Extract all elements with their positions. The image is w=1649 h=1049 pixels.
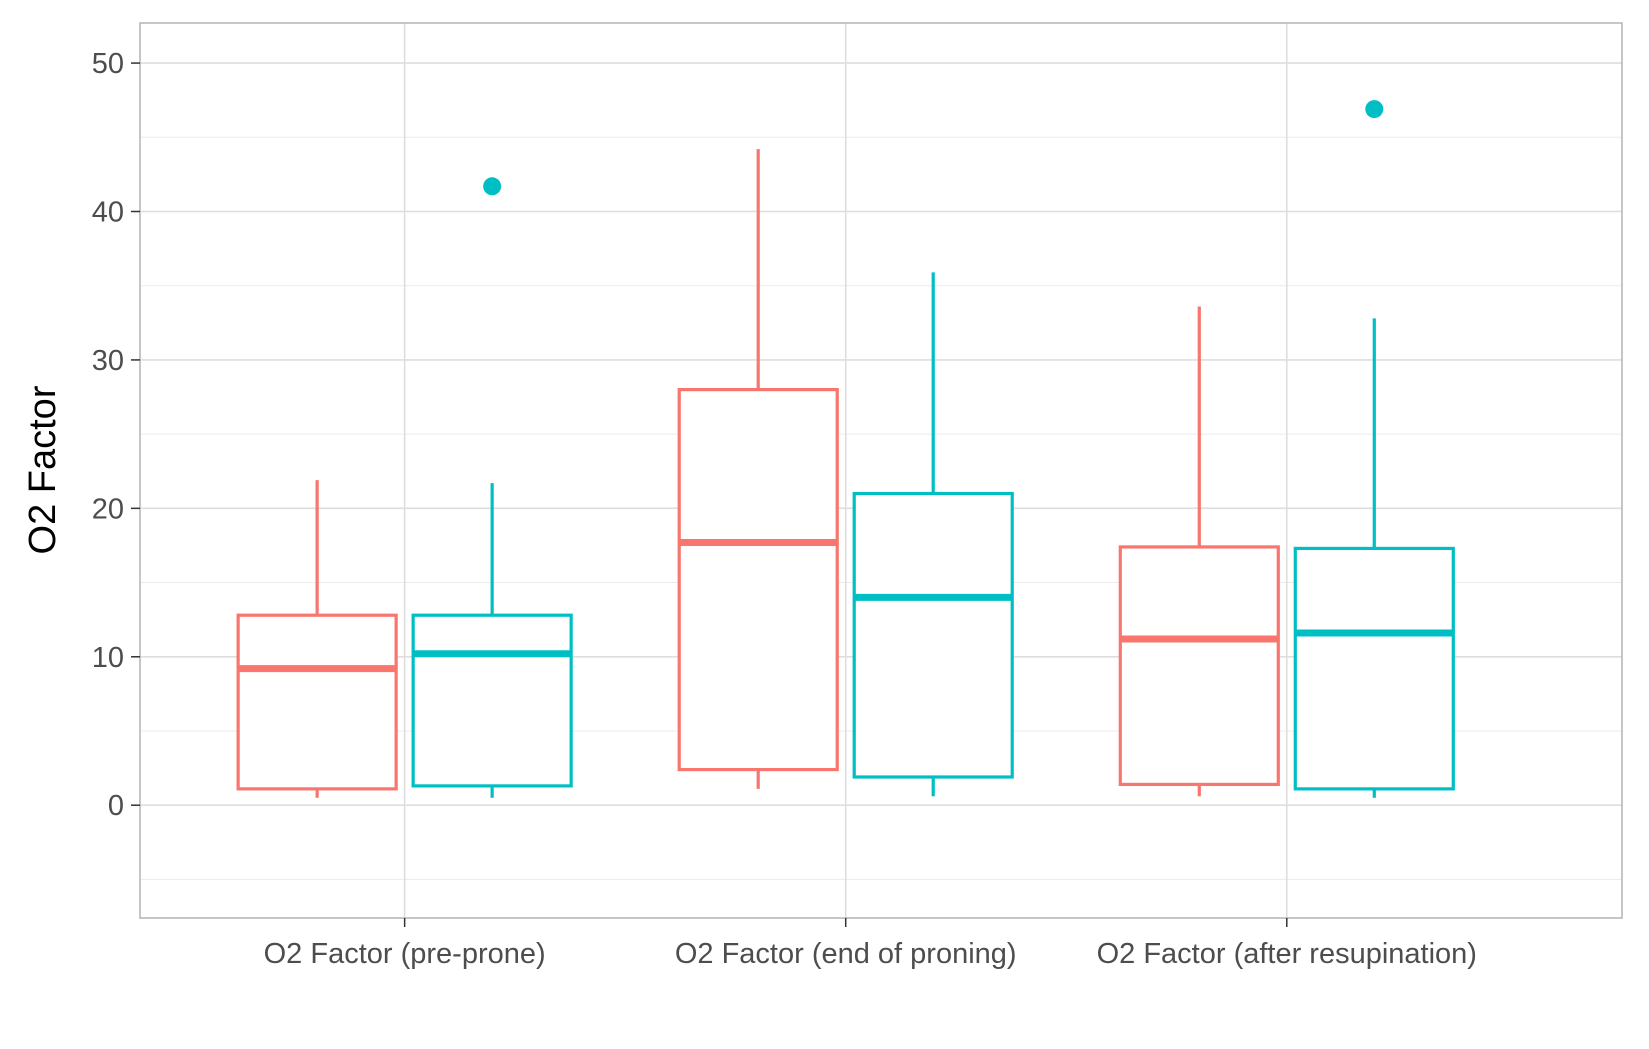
boxes-layer (236, 100, 1455, 798)
box-iqr (236, 613, 398, 791)
box-iqr (852, 491, 1014, 779)
box-group (677, 149, 839, 789)
y-axis-ticks: 0 10 20 30 40 50 (92, 48, 140, 822)
box-group (411, 177, 573, 798)
x-tick-label: O2 Factor (pre-prone) (264, 938, 546, 970)
outlier-point (483, 177, 502, 196)
y-tick-label: 30 (92, 345, 124, 377)
box-iqr (677, 388, 839, 772)
box-iqr (411, 613, 573, 788)
box-group (1293, 100, 1455, 798)
box-group (1118, 306, 1280, 797)
x-tick-label: O2 Factor (end of proning) (675, 938, 1017, 970)
box-group (852, 272, 1014, 797)
y-tick-label: 20 (92, 493, 124, 525)
y-tick-label: 0 (108, 790, 124, 822)
y-tick-label: 10 (92, 642, 124, 674)
x-axis-ticks: O2 Factor (pre-prone) O2 Factor (end of p… (264, 918, 1477, 970)
y-axis-title: O2 Factor (22, 385, 64, 554)
y-tick-label: 40 (92, 196, 124, 228)
y-tick-label: 50 (92, 48, 124, 80)
plot-panel-border (139, 22, 1623, 919)
outlier-point (1365, 100, 1384, 119)
box-iqr (1118, 545, 1280, 787)
x-tick-label: O2 Factor (after resupination) (1097, 938, 1477, 970)
box-iqr (1293, 546, 1455, 791)
box-group (236, 480, 398, 798)
